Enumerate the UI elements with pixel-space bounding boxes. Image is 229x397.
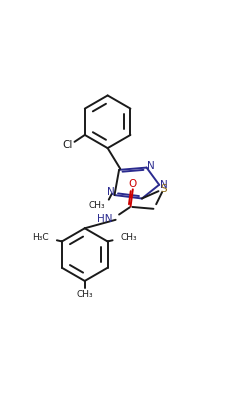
Text: N: N [160,180,168,190]
Text: CH₃: CH₃ [121,233,137,242]
Text: N: N [107,187,115,197]
Text: Cl: Cl [63,140,73,150]
Text: CH₃: CH₃ [76,290,93,299]
Text: S: S [160,184,166,194]
Text: O: O [128,179,136,189]
Text: N: N [147,161,155,171]
Text: HN: HN [97,214,113,224]
Text: CH₃: CH₃ [89,201,105,210]
Text: H₃C: H₃C [32,233,49,242]
